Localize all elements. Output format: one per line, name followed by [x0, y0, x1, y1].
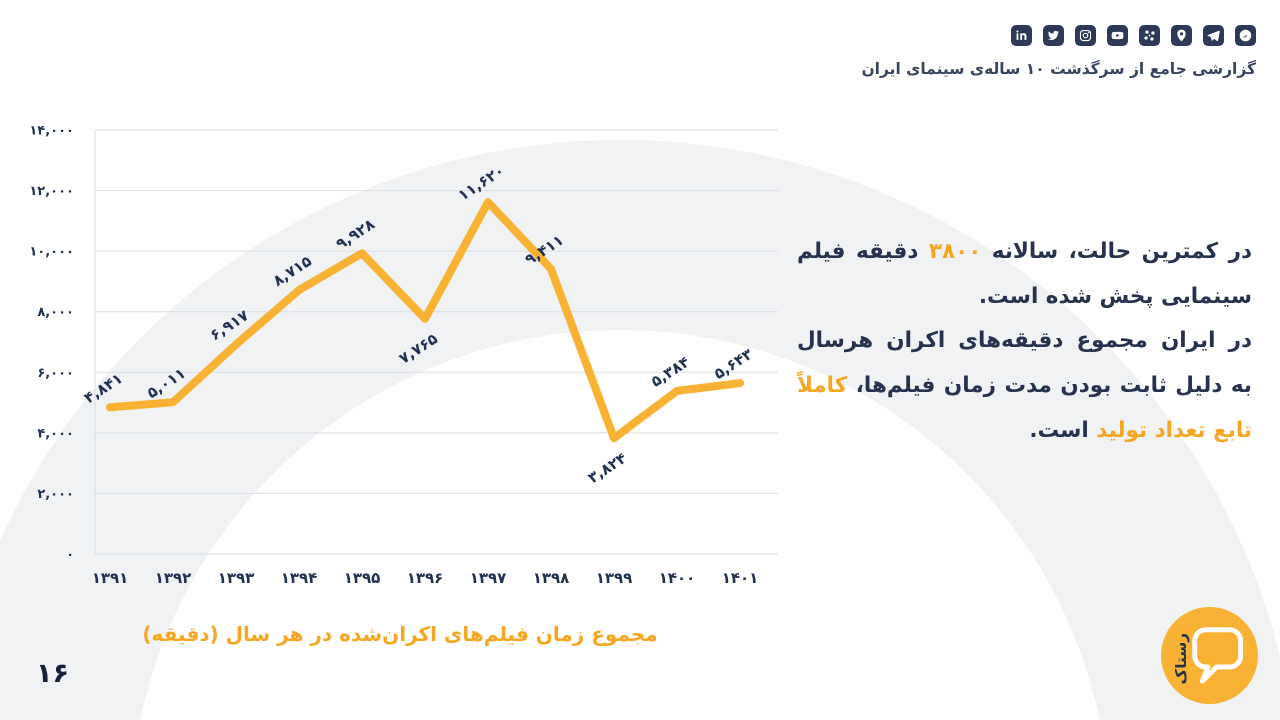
svg-text:۱۳۹۶: ۱۳۹۶	[407, 569, 444, 587]
svg-text:۶,۰۰۰: ۶,۰۰۰	[37, 366, 74, 381]
telegram-icon[interactable]	[1203, 25, 1224, 46]
svg-text:۱۳۹۹: ۱۳۹۹	[596, 569, 633, 587]
logo-text: رستاک	[1175, 632, 1190, 684]
annotation-highlight: ۳۸۰۰	[928, 239, 982, 264]
social-icons-row	[1011, 25, 1256, 46]
svg-text:۳,۸۲۴: ۳,۸۲۴	[585, 449, 630, 487]
svg-text:۱۳۹۲: ۱۳۹۲	[155, 569, 192, 587]
location-icon[interactable]	[1171, 25, 1192, 46]
svg-text:۵,۳۸۴: ۵,۳۸۴	[648, 353, 693, 391]
linkedin-icon[interactable]	[1011, 25, 1032, 46]
svg-text:۱۳۹۴: ۱۳۹۴	[281, 569, 318, 587]
annotation-paragraph-1: در کمترین حالت، سالانه ۳۸۰۰ دقیقه فیلم س…	[797, 230, 1252, 319]
svg-text:۱۴۰۰: ۱۴۰۰	[659, 569, 696, 587]
svg-text:۱۳۹۸: ۱۳۹۸	[533, 569, 570, 587]
aparat-icon[interactable]	[1139, 25, 1160, 46]
line-chart: ۰ ۲,۰۰۰ ۴,۰۰۰ ۶,۰۰۰ ۸,۰۰۰ ۱۰,۰۰۰ ۱۲,۰۰۰ ۱۴,۰۰۰ ۴…	[10, 102, 790, 607]
speech-bubble-icon: رستاک	[1175, 626, 1243, 684]
annotation-text-part: است.	[1029, 417, 1097, 443]
line-chart-svg: ۰ ۲,۰۰۰ ۴,۰۰۰ ۶,۰۰۰ ۸,۰۰۰ ۱۰,۰۰۰ ۱۲,۰۰۰ ۱۴,۰۰۰ ۴…	[29, 124, 778, 587]
svg-text:۴,۸۴۱: ۴,۸۴۱	[81, 369, 126, 407]
svg-text:۱۳۹۵: ۱۳۹۵	[344, 569, 381, 587]
annotation-text-part: در ایران مجموع دقیقه‌های اکران هرسال به …	[797, 328, 1252, 399]
annotation-text-part: در کمترین حالت، سالانه	[981, 239, 1252, 264]
svg-text:۵,۶۴۳: ۵,۶۴۳	[711, 345, 756, 383]
svg-text:۱۰,۰۰۰: ۱۰,۰۰۰	[29, 245, 74, 260]
svg-text:۱۴۰۱: ۱۴۰۱	[722, 569, 759, 587]
svg-text:۱۲,۰۰۰: ۱۲,۰۰۰	[29, 184, 74, 199]
svg-text:۲,۰۰۰: ۲,۰۰۰	[37, 487, 74, 502]
svg-text:۴,۰۰۰: ۴,۰۰۰	[37, 426, 74, 441]
svg-text:۸,۰۰۰: ۸,۰۰۰	[37, 305, 74, 320]
svg-text:۱۳۹۱: ۱۳۹۱	[92, 569, 129, 587]
annotation-text: در کمترین حالت، سالانه ۳۸۰۰ دقیقه فیلم س…	[797, 230, 1252, 454]
svg-text:۱۳۹۷: ۱۳۹۷	[470, 569, 507, 587]
page-number: ۱۶	[36, 658, 69, 689]
svg-text:۱۳۹۳: ۱۳۹۳	[218, 569, 255, 587]
svg-text:۱۴,۰۰۰: ۱۴,۰۰۰	[29, 124, 74, 139]
svg-text:۱۱,۶۲۰: ۱۱,۶۲۰	[455, 161, 508, 204]
svg-text:۰: ۰	[66, 548, 74, 563]
report-title: گزارشی جامع از سرگذشت ۱۰ ساله‌ی سینمای ا…	[861, 60, 1256, 78]
annotation-paragraph-2: در ایران مجموع دقیقه‌های اکران هرسال به …	[797, 319, 1252, 453]
youtube-icon[interactable]	[1107, 25, 1128, 46]
twitter-icon[interactable]	[1043, 25, 1064, 46]
rastak-logo[interactable]: رستاک	[1161, 607, 1258, 704]
chart-caption: مجموع زمان فیلم‌های اکران‌شده در هر سال …	[142, 622, 658, 646]
annotation-text-part: دقیقه فیلم سینمایی پخش شده است.	[797, 239, 1252, 309]
svg-text:۷,۷۶۵: ۷,۷۶۵	[396, 330, 441, 368]
annotation-highlight: کاملاً تابع تعداد تولید	[797, 373, 1252, 443]
eitaa-icon[interactable]	[1235, 25, 1256, 46]
svg-text:۹,۹۲۸: ۹,۹۲۸	[333, 215, 378, 253]
instagram-icon[interactable]	[1075, 25, 1096, 46]
